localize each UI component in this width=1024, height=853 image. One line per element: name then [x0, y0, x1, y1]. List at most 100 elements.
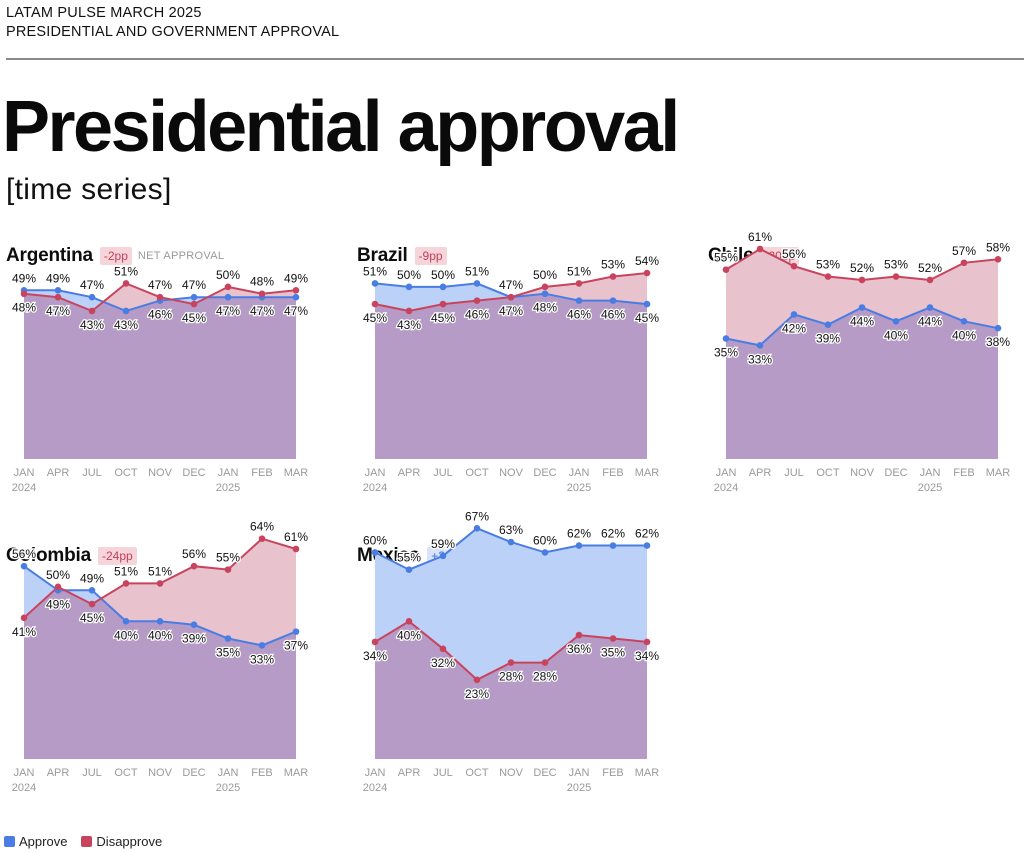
- legend-approve-swatch: [4, 836, 15, 847]
- approve-point: [258, 642, 266, 649]
- data-label-bottom: 33%: [250, 652, 274, 666]
- disapprove-point: [507, 659, 515, 666]
- disapprove-point: [643, 638, 651, 646]
- approve-point: [507, 538, 515, 546]
- x-tick-label: JAN: [569, 467, 590, 479]
- data-label-bottom: 43%: [114, 318, 138, 332]
- data-label-top: 56%: [12, 547, 36, 561]
- x-tick-label: MAR: [284, 467, 309, 479]
- data-label-top: 47%: [499, 278, 523, 292]
- data-label-bottom: 45%: [431, 311, 455, 325]
- approval-chart: 49% 48% 49% 47% 47% 43% 51% 43% 47% 46% 47% 45% 50% 4…: [11, 263, 310, 494]
- report-kicker: LATAM PULSE MARCH 2025 PRESIDENTIAL AND …: [6, 4, 339, 42]
- disapprove-lead-area: [613, 273, 647, 305]
- x-year-label: 2025: [216, 782, 240, 794]
- x-year-label: 2024: [714, 482, 738, 494]
- data-label-top: 56%: [182, 547, 206, 561]
- data-label-top: 49%: [46, 271, 70, 285]
- data-label-bottom: 45%: [80, 611, 104, 625]
- data-label-top: 52%: [918, 261, 942, 275]
- x-tick-label: JUL: [433, 767, 453, 779]
- x-tick-label: DEC: [182, 467, 205, 479]
- data-label-bottom: 38%: [986, 335, 1010, 349]
- approve-point: [54, 287, 62, 294]
- disapprove-lead-area: [103, 283, 126, 311]
- approve-point: [541, 290, 549, 298]
- approve-point: [473, 525, 481, 532]
- approve-point: [88, 587, 96, 594]
- disapprove-point: [371, 638, 379, 646]
- net-approval-badge: -9pp: [414, 247, 447, 265]
- approve-point: [994, 324, 1002, 332]
- data-label-top: 67%: [465, 509, 489, 523]
- x-tick-label: FEB: [251, 767, 272, 779]
- approve-point: [371, 280, 379, 287]
- data-label-bottom: 28%: [533, 670, 557, 684]
- data-label-top: 61%: [284, 530, 308, 544]
- data-label-bottom: 40%: [114, 628, 138, 642]
- disapprove-point: [722, 266, 730, 273]
- x-tick-label: OCT: [114, 467, 138, 479]
- data-label-bottom: 49%: [46, 597, 70, 611]
- data-label-top: 62%: [635, 527, 659, 541]
- country-name: Argentina: [6, 245, 93, 266]
- data-label-top: 50%: [397, 268, 421, 282]
- x-tick-label: MAR: [635, 767, 660, 779]
- data-label-bottom: 39%: [816, 332, 840, 346]
- x-year-label: 2024: [363, 782, 387, 794]
- disapprove-lead-area: [194, 566, 228, 639]
- disapprove-lead-area: [160, 566, 194, 625]
- x-tick-label: JUL: [433, 467, 453, 479]
- disapprove-lead-area: [262, 538, 296, 646]
- data-label-top: 50%: [431, 268, 455, 282]
- x-year-label: 2025: [216, 482, 240, 494]
- data-label-top: 62%: [601, 527, 625, 541]
- data-label-top: 51%: [465, 264, 489, 278]
- disapprove-point: [575, 280, 583, 287]
- disapprove-point: [190, 562, 198, 570]
- data-label-bottom: 46%: [601, 308, 625, 322]
- disapprove-point: [258, 290, 266, 298]
- data-label-top: 55%: [397, 551, 421, 565]
- approval-chart: 55% 35% 61% 33% 56% 42% 53% 39% 52% 44% 53% 40% 52% 4…: [713, 229, 1012, 494]
- approve-point: [190, 621, 198, 629]
- data-label-bottom: 35%: [216, 646, 240, 660]
- x-tick-label: FEB: [251, 467, 272, 479]
- x-tick-label: NOV: [148, 767, 173, 779]
- x-tick-label: JUL: [82, 467, 102, 479]
- panel-header: Brazil -9pp: [357, 244, 447, 268]
- x-tick-label: APR: [47, 767, 70, 779]
- chart-panel-argentina: Argentina -2pp NET APPROVAL 49% 48% 49% 47%…: [6, 244, 326, 514]
- disapprove-point: [824, 273, 832, 280]
- approve-point: [609, 297, 617, 304]
- x-tick-label: MAR: [635, 467, 660, 479]
- chart-panel-mexico: Mexico +28pp 60%34%55%40%59%32%67%23%63%…: [357, 508, 677, 814]
- disapprove-point: [473, 676, 481, 684]
- data-label-bottom: 34%: [363, 649, 387, 663]
- x-tick-label: OCT: [465, 767, 489, 779]
- disapprove-point: [541, 659, 549, 666]
- approve-point: [156, 617, 164, 625]
- approve-point: [858, 304, 866, 311]
- data-label-top: 62%: [567, 527, 591, 541]
- net-approval-badge: -2pp: [99, 247, 132, 265]
- data-label-bottom: 40%: [952, 328, 976, 342]
- legend-approve-label: Approve: [19, 834, 68, 849]
- disapprove-point: [371, 300, 379, 308]
- approve-lead-area: [92, 590, 102, 605]
- x-tick-label: APR: [749, 467, 772, 479]
- data-label-bottom: 23%: [465, 687, 489, 701]
- data-label-bottom: 47%: [216, 304, 240, 318]
- approve-lead-area: [477, 528, 511, 680]
- x-tick-label: DEC: [533, 767, 556, 779]
- panel-header: Argentina -2pp NET APPROVAL: [6, 244, 224, 268]
- disapprove-point: [122, 280, 130, 287]
- x-tick-label: JAN: [365, 467, 386, 479]
- disapprove-point: [54, 293, 62, 301]
- x-tick-label: MAR: [986, 467, 1011, 479]
- overlap-area: [24, 588, 296, 759]
- x-tick-label: APR: [398, 767, 421, 779]
- approve-lead-area: [58, 290, 92, 311]
- chart-panel-brazil: Brazil -9pp 51% 45% 50% 43% 50% 45% 51% 46% 47% 4…: [357, 244, 677, 514]
- disapprove-point: [122, 580, 130, 587]
